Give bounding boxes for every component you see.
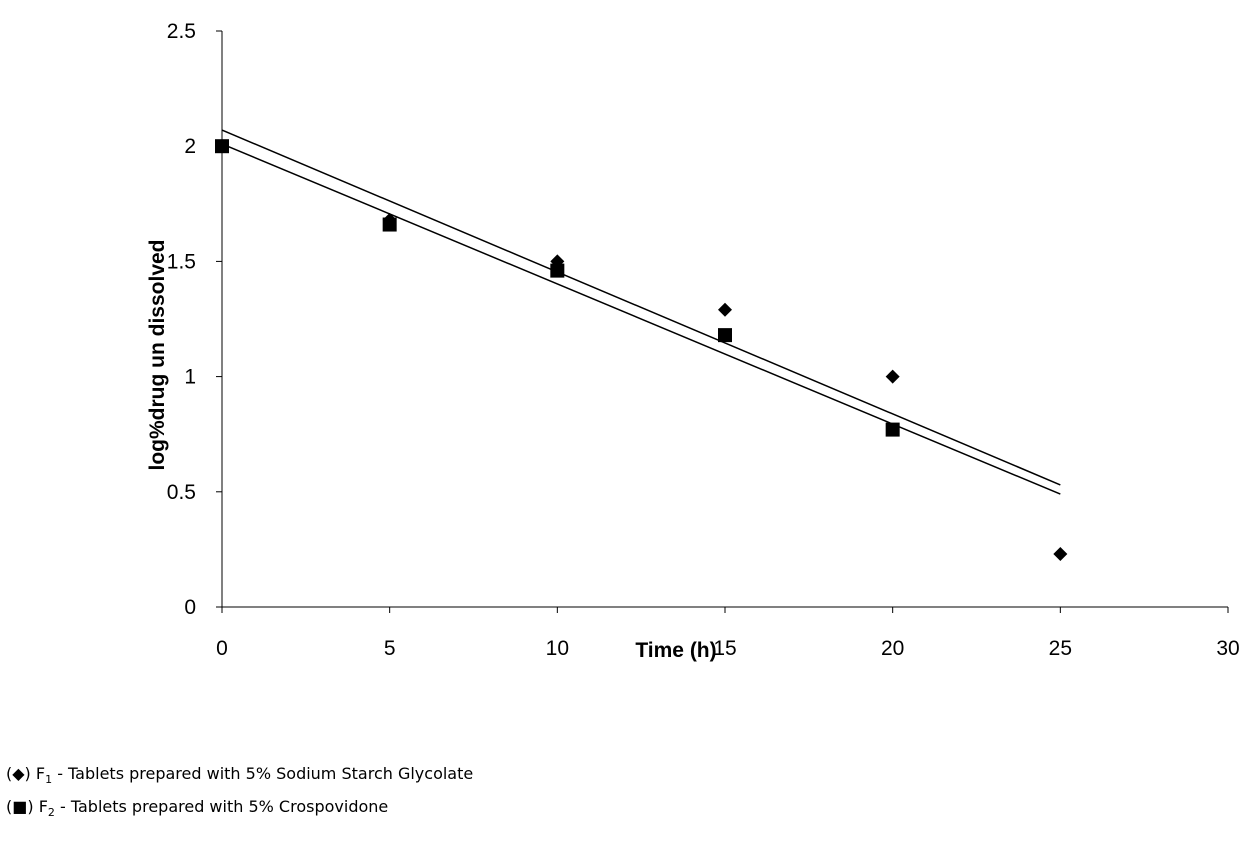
y-tick-label: 1.5 [167,250,196,273]
data-point-f2 [215,139,229,154]
legend-subscript: 2 [47,806,55,820]
markers [215,139,1068,562]
x-tick-label: 25 [1049,637,1072,660]
legend-text: - Tablets prepared with 5% Sodium Starch… [57,764,474,783]
trendline-f2 [221,143,1061,495]
x-axis-title: Time (h) [635,639,716,662]
y-tick-label: 2.5 [167,20,196,43]
diamond-icon: (◆) [6,764,31,783]
x-tick-label: 30 [1216,637,1239,660]
legend-label: F [38,797,48,817]
legend-label: F [35,764,46,783]
x-tick-label: 10 [546,637,569,660]
y-tick-label: 0 [184,596,196,619]
data-point-f2 [382,217,397,232]
data-point-f1 [1053,547,1068,562]
x-tick-label: 5 [384,637,396,660]
y-tick-label: 2 [184,135,196,158]
x-tick-label: 0 [216,637,228,660]
data-point-f2 [550,263,565,278]
legend-item-f1: (◆) F1 - Tablets prepared with 5% Sodium… [6,760,473,793]
y-tick-label: 0.5 [167,481,196,504]
trendlines [221,129,1061,495]
trendline-f1 [221,129,1061,486]
data-point-f1 [718,302,732,317]
y-axis-title: log%drug un dissolved [146,239,169,470]
axes: 0 0.5 1 1.5 2 2.5 0 5 10 15 20 25 30 [167,20,1240,660]
chart: 0 0.5 1 1.5 2 2.5 0 5 10 15 20 25 30 Time (h) log%dr… [146,20,1240,662]
legend: (◆) F1 - Tablets prepared with 5% Sodium… [6,760,473,826]
data-point-f1 [885,369,900,384]
y-tick-label: 1 [184,366,196,389]
legend-text: - Tablets prepared with 5% Crospovidone [60,797,389,817]
legend-subscript: 1 [45,773,53,787]
x-tick-label: 20 [881,637,904,660]
data-point-f2 [718,328,732,343]
square-icon: (■) [6,797,34,817]
data-point-f2 [885,422,900,437]
legend-item-f2: (■) F2 - Tablets prepared with 5% Crospo… [6,793,473,826]
x-tick-label: 15 [713,637,736,660]
